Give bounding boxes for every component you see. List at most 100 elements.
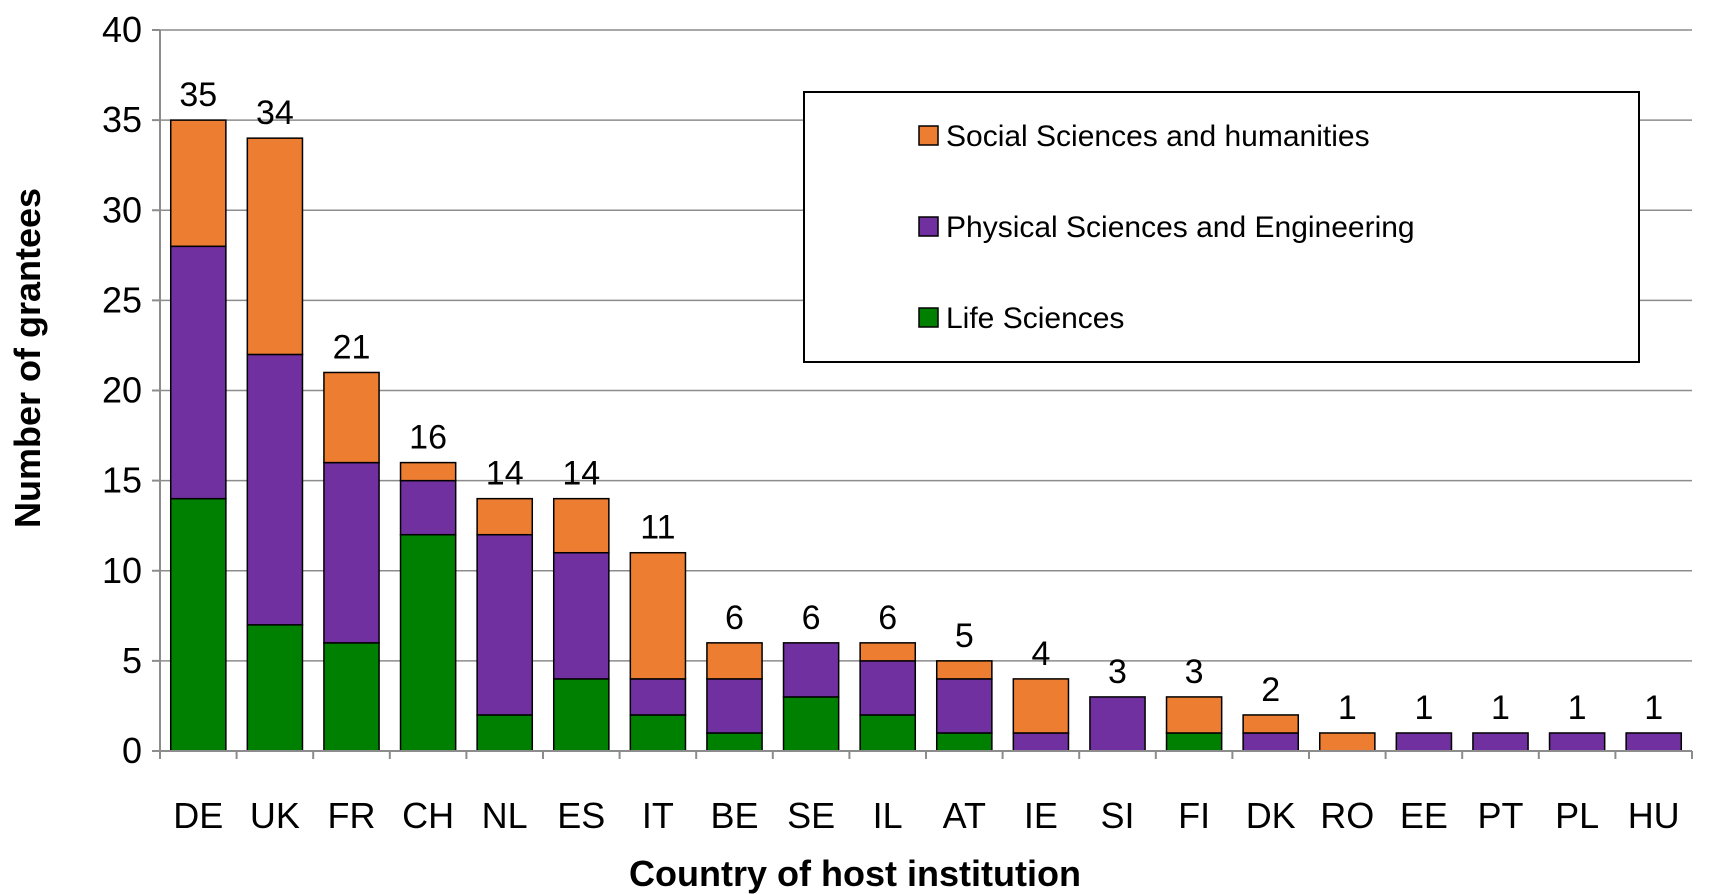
x-tick-label-hu: HU [1628,795,1680,836]
bar-pl-series-1 [1548,732,1606,752]
legend-label-0: Social Sciences and humanities [946,120,1370,153]
bar-ie-series-2 [1012,678,1070,734]
total-label-ch: 16 [409,419,447,457]
total-label-fi: 3 [1185,653,1204,691]
legend-swatch-2 [918,307,939,328]
total-label-ro: 1 [1338,689,1357,727]
total-label-il: 6 [878,599,897,637]
legend-frame [803,91,1640,363]
y-tick-label-30: 30 [102,189,142,230]
x-tick-label-de: DE [173,795,223,836]
total-label-fr: 21 [333,328,371,366]
bar-de-series-0 [169,497,227,752]
x-tick-label-nl: NL [482,795,528,836]
total-label-nl: 14 [486,455,524,493]
bar-it-series-0 [629,714,687,752]
bar-pt-series-1 [1472,732,1529,752]
total-label-si: 3 [1108,653,1127,691]
y-tick-labels: 0 5 10 15 20 25 30 35 40 [102,9,142,771]
y-tick-label-0: 0 [122,730,142,771]
total-label-it: 11 [640,509,675,547]
bar-il-series-1 [859,660,917,716]
total-label-uk: 34 [256,94,294,132]
bar-nl-series-2 [476,497,534,536]
legend-label-1: Physical Sciences and Engineering [946,211,1415,244]
bar-ee-series-1 [1395,732,1453,752]
bar-il-series-2 [859,642,917,662]
bar-at-series-1 [935,678,993,734]
legend: Social Sciences and humanities Physical S… [803,91,1640,363]
x-tick-label-ch: CH [402,795,454,836]
y-tick-label-10: 10 [102,550,142,591]
x-tick-label-be: BE [710,795,758,836]
x-tick-label-at: AT [943,795,986,836]
bar-ch-series-0 [399,533,457,752]
total-label-se: 6 [802,599,821,637]
bar-at-series-2 [935,660,993,680]
bar-fr-series-0 [323,642,380,752]
bar-dk-series-2 [1242,714,1300,734]
total-label-ie: 4 [1031,635,1050,673]
total-label-at: 5 [955,617,974,655]
x-tick-label-pl: PL [1555,795,1599,836]
legend-swatch-1 [918,216,939,237]
legend-swatch-0 [918,125,939,146]
total-label-pl: 1 [1568,689,1587,727]
bar-il-series-0 [859,714,917,752]
bar-nl-series-0 [476,714,534,752]
bar-fi-series-2 [1165,696,1223,734]
total-label-hu: 1 [1644,689,1663,727]
total-label-dk: 2 [1261,671,1280,709]
bar-uk-series-1 [246,353,304,626]
x-tick-labels: DE UK FR CH NL ES IT BE SE IL AT IE SI FI DK RO EE PT PL HU [173,795,1679,836]
axes [152,29,1693,759]
x-axis-title: Country of host institution [629,853,1081,894]
x-tick-label-ro: RO [1320,795,1374,836]
bar-es-series-2 [552,497,610,554]
bar-se-series-1 [782,642,840,698]
total-label-pt: 1 [1491,689,1510,727]
x-tick-label-uk: UK [250,795,300,836]
x-tick-label-it: IT [642,795,674,836]
y-tick-label-5: 5 [122,640,142,681]
bar-be-series-0 [706,732,763,752]
y-tick-label-40: 40 [102,9,142,50]
bar-it-series-1 [629,678,687,716]
x-tick-label-pt: PT [1477,795,1523,836]
x-tick-label-fr: FR [328,795,376,836]
x-tick-label-se: SE [787,795,835,836]
bar-fi-series-0 [1165,732,1223,752]
x-tick-label-dk: DK [1246,795,1296,836]
bar-at-series-0 [935,732,993,752]
y-tick-label-20: 20 [102,370,142,411]
total-label-de: 35 [179,76,217,114]
bars [169,119,1683,752]
total-label-be: 6 [725,599,744,637]
bar-nl-series-1 [476,533,534,716]
legend-label-2: Life Sciences [946,302,1124,335]
bar-ro-series-2 [1318,732,1376,752]
y-tick-label-35: 35 [102,99,142,140]
bar-dk-series-1 [1242,732,1300,752]
bar-de-series-1 [169,245,227,500]
bar-de-series-2 [169,119,227,248]
x-tick-label-il: IL [873,795,903,836]
bar-fr-series-1 [323,461,380,644]
bar-si-series-1 [1089,696,1146,752]
x-tick-label-si: SI [1100,795,1134,836]
y-axis-title: Number of grantees [7,188,48,528]
bar-se-series-0 [782,696,840,752]
bar-ie-series-1 [1012,732,1070,752]
bar-be-series-2 [706,642,763,680]
bar-it-series-2 [629,551,687,680]
bar-es-series-0 [552,678,610,752]
bar-fr-series-2 [323,371,380,464]
x-tick-label-ee: EE [1400,795,1448,836]
total-label-ee: 1 [1414,689,1433,727]
bar-uk-series-0 [246,624,304,752]
bar-uk-series-2 [246,137,304,356]
y-tick-label-15: 15 [102,460,142,501]
bar-es-series-1 [552,551,610,680]
